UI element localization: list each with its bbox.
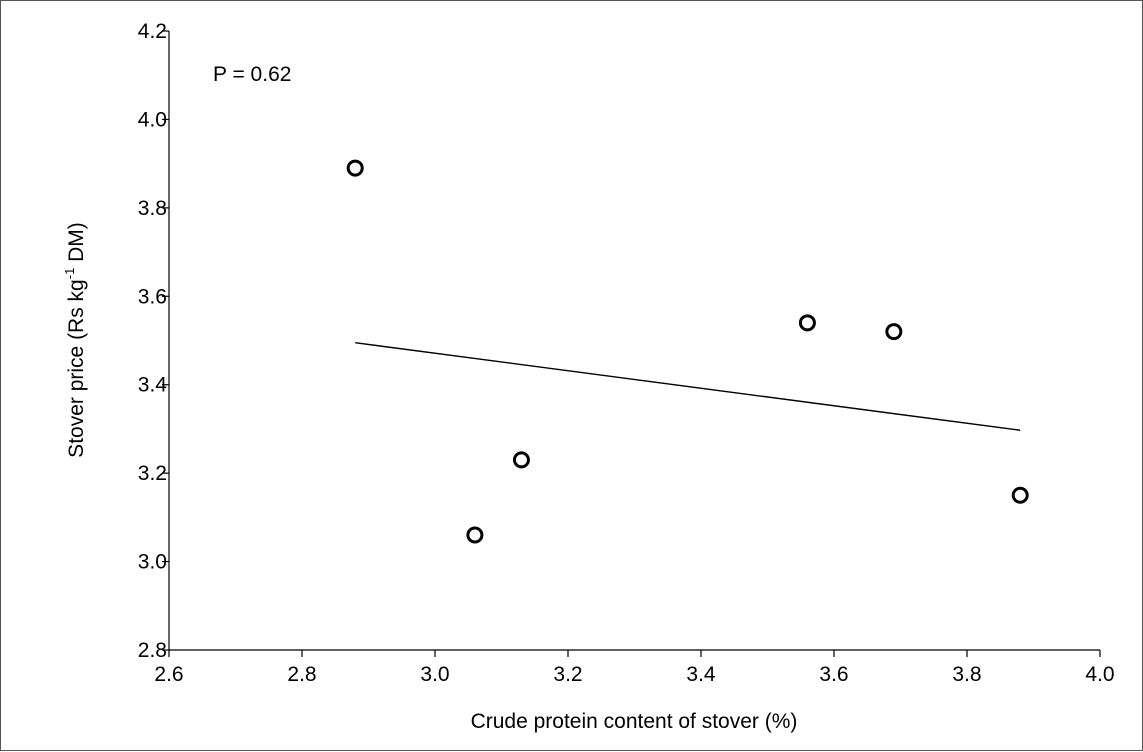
x-axis-label: Crude protein content of stover (%) <box>471 710 798 733</box>
x-tick-label: 3.2 <box>553 663 582 686</box>
data-point <box>885 323 903 341</box>
y-tick-label: 3.6 <box>138 285 167 308</box>
y-tick-label: 3.0 <box>138 551 167 574</box>
data-point <box>466 526 484 544</box>
y-tick-label: 4.2 <box>138 20 167 43</box>
y-tick-label: 4.0 <box>138 108 167 131</box>
x-tick-label: 4.0 <box>1085 663 1114 686</box>
x-tick-label: 3.0 <box>420 663 449 686</box>
data-point <box>798 314 816 332</box>
y-tick-label: 2.8 <box>138 639 167 662</box>
axes <box>168 31 1100 651</box>
y-tick-label: 3.8 <box>138 197 167 220</box>
p-value-annotation: P = 0.62 <box>213 63 291 86</box>
trendline-group <box>355 342 1021 431</box>
data-point <box>512 451 530 469</box>
y-axis-label-main: Stover price (Rs kg <box>65 279 88 458</box>
x-tick-label: 3.4 <box>686 663 716 686</box>
y-axis-label: Stover price (Rs kg-1 DM) <box>62 222 88 458</box>
y-tick-label: 3.4 <box>138 374 168 397</box>
y-ticks: 2.8 3.0 3.2 3.4 3.6 3.8 4.0 4.2 <box>138 20 169 662</box>
trendline <box>355 342 1021 431</box>
y-axis-label-superscript: -1 <box>62 268 77 280</box>
x-ticks: 2.6 2.8 3.0 3.2 3.4 3.6 3.8 4.0 <box>154 650 1115 686</box>
data-point <box>1011 486 1029 504</box>
data-point <box>346 159 364 177</box>
y-axis-label-tail: DM) <box>65 222 88 268</box>
x-tick-label: 2.6 <box>154 663 183 686</box>
x-tick-label: 3.8 <box>952 663 981 686</box>
x-tick-label: 2.8 <box>287 663 316 686</box>
data-points <box>346 159 1029 544</box>
y-tick-label: 3.2 <box>138 462 167 485</box>
x-tick-label: 3.6 <box>819 663 848 686</box>
